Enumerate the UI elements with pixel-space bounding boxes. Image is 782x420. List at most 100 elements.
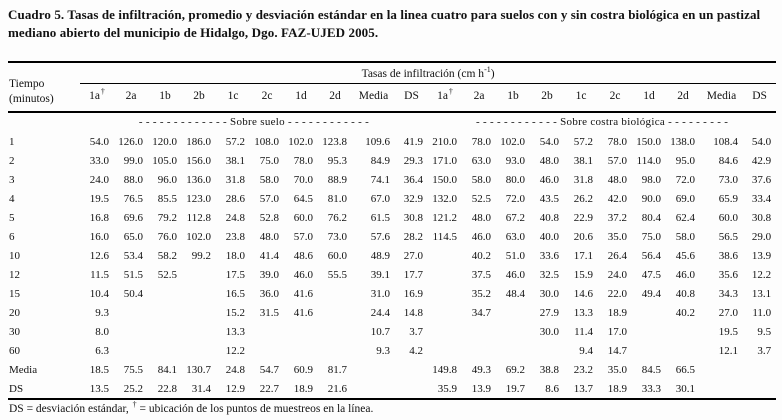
cell-suelo-1c: 31.8 [225,173,245,186]
cell-suelo-1b: 85.5 [157,192,177,205]
cell-suelo-2a: 76.5 [123,192,143,205]
cell-costra-1d [632,322,666,341]
cell-suelo-1d: 46.0 [293,268,313,281]
time-cell: 20 [9,306,20,319]
cell-suelo-2a: 75.5 [123,363,143,376]
cell-suelo-2c: 54.7 [259,363,279,376]
time-cell: 60 [9,344,20,357]
cell-costra-2d: 58.0 [675,230,695,243]
cell-costra-2b: 30.0 [539,287,559,300]
cell-costra-2d: 72.0 [675,173,695,186]
footnote: DS = desviación estándar, † = ubicación … [8,401,774,416]
cell-suelo-1c: 57.2 [225,135,245,148]
cell-suelo-1a: 16.0 [89,230,109,243]
cell-costra-1b: 80.0 [505,173,525,186]
col-header-costra-2b: 2b [530,83,564,114]
cell-costra-1a [428,341,462,360]
time-cell: 3 [9,173,15,186]
col-header-suelo-1a: 1a† [80,83,114,114]
cell-costra-1b [496,322,530,341]
cell-suelo-2a: 65.0 [123,230,143,243]
unit-header-text: Tasas de infiltración (cm h [361,68,485,81]
cell-costra-media [700,360,743,379]
cell-suelo-ds: 36.4 [403,173,423,186]
cell-costra-1b: 102.0 [500,135,525,148]
cell-costra-media: 38.6 [718,249,738,262]
cell-costra-media: 56.5 [718,230,738,243]
col-header-costra-2a: 2a [462,83,496,114]
col-header-suelo-1b: 1b [148,83,182,114]
cell-suelo-1c: 23.8 [225,230,245,243]
cell-suelo-1a: 9.3 [95,306,109,319]
dagger-symbol: † [448,87,453,97]
col-header-costra-1a: 1a† [428,83,462,114]
time-cell: Media [9,363,38,376]
col-header-suelo-ds: DS [395,83,428,114]
cell-suelo-1d: 18.9 [284,379,318,401]
cell-costra-media: 35.6 [718,268,738,281]
cell-suelo-1c: 28.6 [225,192,245,205]
cell-suelo-1d: 102.0 [288,135,313,148]
cell-suelo-2b: 123.0 [186,192,211,205]
cell-suelo-1a: 11.5 [90,268,109,281]
cell-costra-2d: 62.4 [675,211,695,224]
cell-suelo-1c: 24.8 [225,211,245,224]
table-row-15: 15 10.4 50.4 16.5 36.0 41.6 31.0 16.9 35.2 48.4 30… [8,284,776,303]
cell-costra-1c: 38.1 [573,154,593,167]
cell-suelo-1b: 76.0 [157,230,177,243]
cell-suelo-2c [250,341,284,360]
cell-costra-2a: 58.0 [471,173,491,186]
col-header-suelo-2a: 2a [114,83,148,114]
cell-suelo-1b: 22.8 [148,379,182,401]
footnote-dagger-text: = ubicación de los puntos de muestreos e… [136,403,374,416]
cell-costra-2b: 8.6 [530,379,564,401]
cell-suelo-2d: 88.9 [327,173,347,186]
col-header-suelo-1c: 1c [216,83,250,114]
cell-suelo-2a [114,322,148,341]
cell-suelo-2d: 123.8 [322,135,347,148]
time-cell: 10 [9,249,20,262]
table-row-30: 30 8.0 13.3 10.7 3.7 30.0 11.4 17.0 19.5 9.5 [8,322,776,341]
cell-costra-1c: 26.2 [573,192,593,205]
cell-suelo-1c: 13.3 [225,325,245,338]
cell-suelo-2b: 99.2 [191,249,211,262]
cell-costra-1b [496,303,530,322]
cell-suelo-media: 109.6 [365,135,390,148]
cell-costra-2a: 46.0 [471,230,491,243]
cell-suelo-1b: 105.0 [152,154,177,167]
cell-suelo-2a [114,341,148,360]
section-spacer [8,112,80,132]
cell-costra-media: 27.0 [718,306,738,319]
col-header-costra-media: Media [700,83,743,114]
col-header-costra-ds: DS [743,83,777,114]
cell-suelo-ds: 30.8 [403,211,423,224]
cell-suelo-1b: 52.5 [157,268,177,281]
dagger-symbol: † [100,87,105,97]
cell-costra-ds: 29.0 [751,230,772,243]
cell-costra-1b [496,341,530,360]
cell-costra-1a: 121.2 [432,211,457,224]
cell-costra-1d: 80.4 [641,211,661,224]
cell-suelo-1d: 64.5 [293,192,313,205]
cell-suelo-1d: 48.6 [293,249,313,262]
time-cell: DS [8,379,80,401]
cell-costra-1a: 114.5 [432,230,457,243]
cell-costra-2d: 138.0 [670,135,695,148]
cell-suelo-2c [250,322,284,341]
cell-suelo-media: 31.0 [370,287,390,300]
time-cell: 4 [9,192,15,205]
cell-suelo-1a: 18.5 [89,363,109,376]
cell-suelo-ds: 27.0 [403,249,423,262]
table-row-media: Media 18.5 75.5 84.1 130.7 24.8 54.7 60.9 81.7 14… [8,360,776,379]
cell-costra-1a: 149.8 [432,363,457,376]
cell-costra-1b: 72.0 [505,192,525,205]
cell-suelo-1d: 41.6 [293,306,313,319]
cell-costra-ds: 33.4 [751,192,772,205]
cell-suelo-2a: 99.0 [123,154,143,167]
cell-costra-media: 19.5 [718,325,738,338]
time-cell: 5 [9,211,15,224]
cell-suelo-media: 24.4 [370,306,390,319]
col-header-costra-2c: 2c [598,83,632,114]
cell-suelo-media: 10.7 [370,325,390,338]
